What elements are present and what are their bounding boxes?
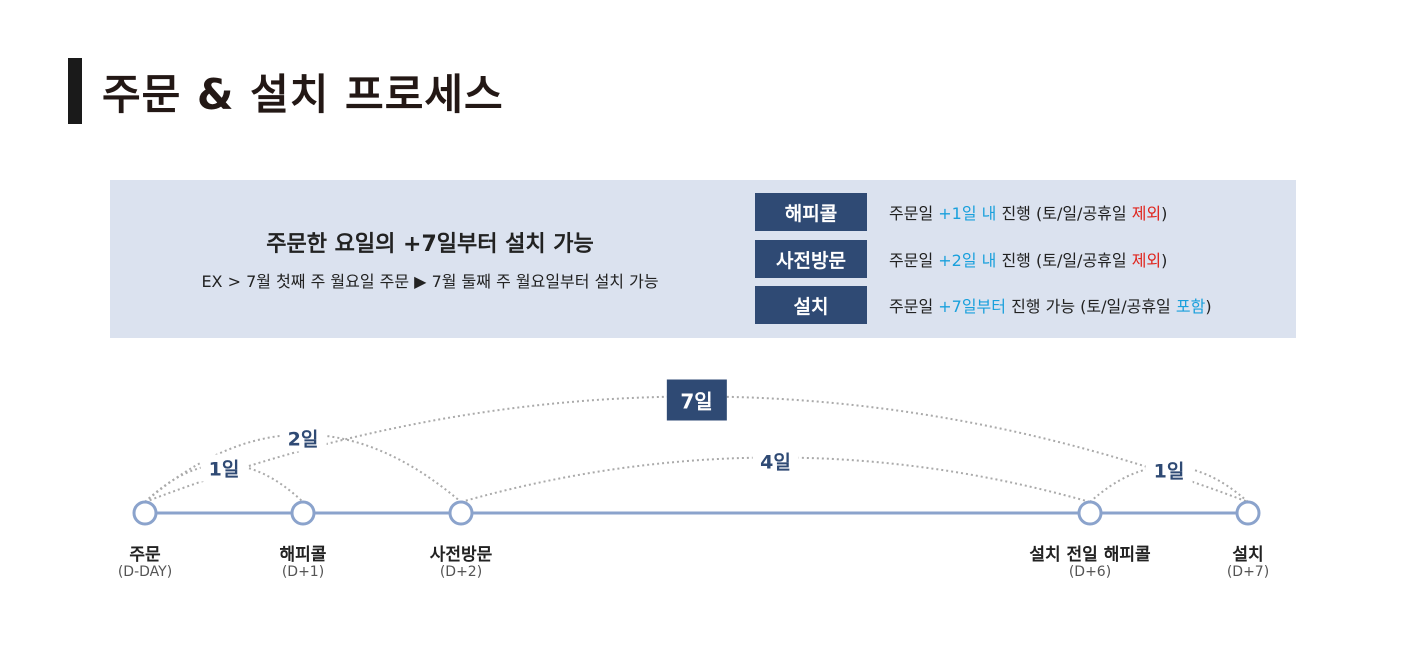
timeline-node xyxy=(132,500,158,526)
info-panel: 주문한 요일의 +7일부터 설치 가능 EX > 7월 첫째 주 월요일 주문 … xyxy=(110,180,1296,338)
timeline-node-day: (D+7) xyxy=(1226,564,1270,580)
rule-text: 주문일 +7일부터 진행 가능 (토/일/공휴일 포함) xyxy=(889,297,1212,316)
info-example-text: EX > 7월 첫째 주 월요일 주문 ▶ 7월 둘째 주 월요일부터 설치 가… xyxy=(201,272,659,291)
timeline-node-label: 주문 xyxy=(129,545,161,565)
timeline-node-day: (D-DAY) xyxy=(117,564,173,580)
arc-duration-label: 1일 xyxy=(1145,456,1193,483)
timeline-node-label: 설치 전일 해피콜 xyxy=(1029,545,1151,565)
arc-duration-label: 7일 xyxy=(666,379,727,420)
info-summary: 주문한 요일의 +7일부터 설치 가능 EX > 7월 첫째 주 월요일 주문 … xyxy=(110,180,750,338)
rule-label: 해피콜 xyxy=(755,193,867,231)
arc-duration-label: 2일 xyxy=(279,424,327,451)
rule-row-previsit: 사전방문 주문일 +2일 내 진행 (토/일/공휴일 제외) xyxy=(755,240,1167,278)
title-accent-bar xyxy=(68,58,82,124)
arc-duration-label: 1일 xyxy=(200,454,248,481)
rule-text: 주문일 +1일 내 진행 (토/일/공휴일 제외) xyxy=(889,204,1168,223)
timeline-node xyxy=(448,500,474,526)
timeline-node-day: (D+1) xyxy=(281,564,325,580)
timeline-node xyxy=(290,500,316,526)
timeline-node xyxy=(1235,500,1261,526)
page-title: 주문 & 설치 프로세스 xyxy=(102,69,504,119)
page-header: 주문 & 설치 프로세스 xyxy=(68,58,504,124)
rule-row-happycall: 해피콜 주문일 +1일 내 진행 (토/일/공휴일 제외) xyxy=(755,193,1167,231)
arc-duration-label: 4일 xyxy=(752,447,799,474)
timeline-node-day: (D+6) xyxy=(1068,564,1112,580)
rule-label: 설치 xyxy=(755,286,867,324)
rule-text: 주문일 +2일 내 진행 (토/일/공휴일 제외) xyxy=(889,251,1168,270)
timeline-node-day: (D+2) xyxy=(439,564,483,580)
rule-row-install: 설치 주문일 +7일부터 진행 가능 (토/일/공휴일 포함) xyxy=(755,286,1212,324)
timeline-node xyxy=(1077,500,1103,526)
timeline-arc xyxy=(460,456,1091,503)
timeline-node-label: 해피콜 xyxy=(279,545,327,565)
timeline-node-label: 사전방문 xyxy=(429,545,493,565)
rule-label: 사전방문 xyxy=(755,240,867,278)
timeline-node-label: 설치 xyxy=(1232,545,1264,565)
info-main-text: 주문한 요일의 +7일부터 설치 가능 xyxy=(266,232,594,257)
